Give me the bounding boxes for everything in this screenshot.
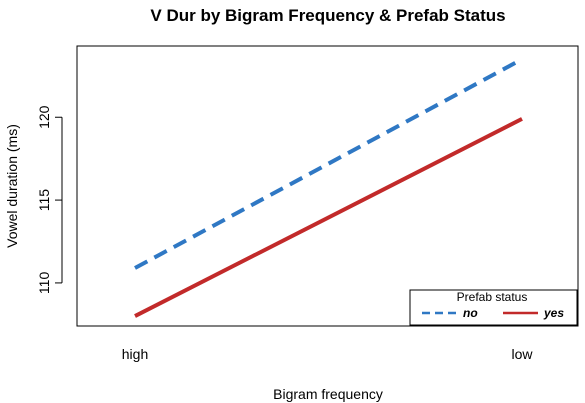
x-axis: high low [122,346,534,362]
x-axis-label: Bigram frequency [273,386,383,402]
series-lines [134,57,523,318]
plot-area [76,45,579,327]
chart-title: V Dur by Bigram Frequency & Prefab Statu… [150,6,505,25]
y-tick-label: 110 [36,272,52,295]
legend: Prefab status no yes [409,289,578,326]
legend-title: Prefab status [457,290,528,304]
x-tick-label: high [122,346,148,362]
y-tick-label: 120 [36,105,52,129]
series-line-no [134,57,523,270]
y-axis: 110 115 120 [36,105,63,295]
legend-entry-no: no [463,306,478,320]
y-tick-label: 115 [36,189,52,212]
y-axis-label: Vowel duration (ms) [4,124,20,248]
x-tick-label: low [511,346,533,362]
legend-entry-yes: yes [543,306,564,320]
series-line-yes [134,117,523,318]
legend-box [409,289,578,326]
